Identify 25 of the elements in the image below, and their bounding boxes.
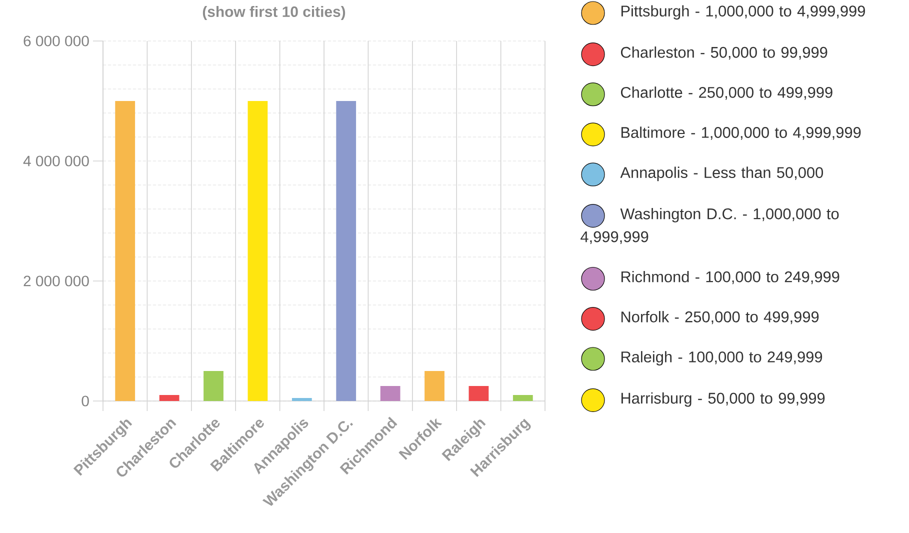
y-tick-label: 6 000 000 (24, 36, 89, 46)
chart-title: (show first 10 cities) (202, 6, 346, 20)
category-label: Norfolk - 250,000 to 499,999 (621, 311, 819, 324)
bar (468, 386, 489, 401)
category-label: Raleigh - 100,000 to 249,999 (621, 351, 822, 366)
y-tick-label: 2 000 000 (24, 276, 89, 286)
bar (336, 100, 356, 401)
bar (159, 395, 180, 401)
bar (115, 100, 136, 401)
category-label: Charleston - 50,000 to 99,999 (620, 46, 828, 60)
bar (248, 100, 268, 401)
bar (292, 398, 312, 401)
category-label: Pittsburgh - 1,000,000 to 4,999,999 (621, 5, 865, 20)
category-label: Washington D.C. - 1,000,000 to 4,999,999 (580, 208, 839, 244)
category-label: Harrisburg - 50,000 to 99,999 (621, 392, 825, 407)
category-label: Annapolis - Less than 50,000 (620, 166, 824, 182)
bar (424, 371, 444, 401)
y-tick-label: 0 (82, 396, 89, 406)
bar (380, 386, 400, 401)
category-label: Richmond - 100,000 to 249,999 (621, 270, 840, 284)
category-label: Baltimore - 1,000,000 to 4,999,999 (621, 126, 861, 140)
bar (204, 371, 224, 401)
y-tick-label: 4 000 000 (23, 156, 89, 166)
bar (512, 395, 533, 401)
category-label: Charlotte - 250,000 to 499,999 (620, 86, 832, 100)
